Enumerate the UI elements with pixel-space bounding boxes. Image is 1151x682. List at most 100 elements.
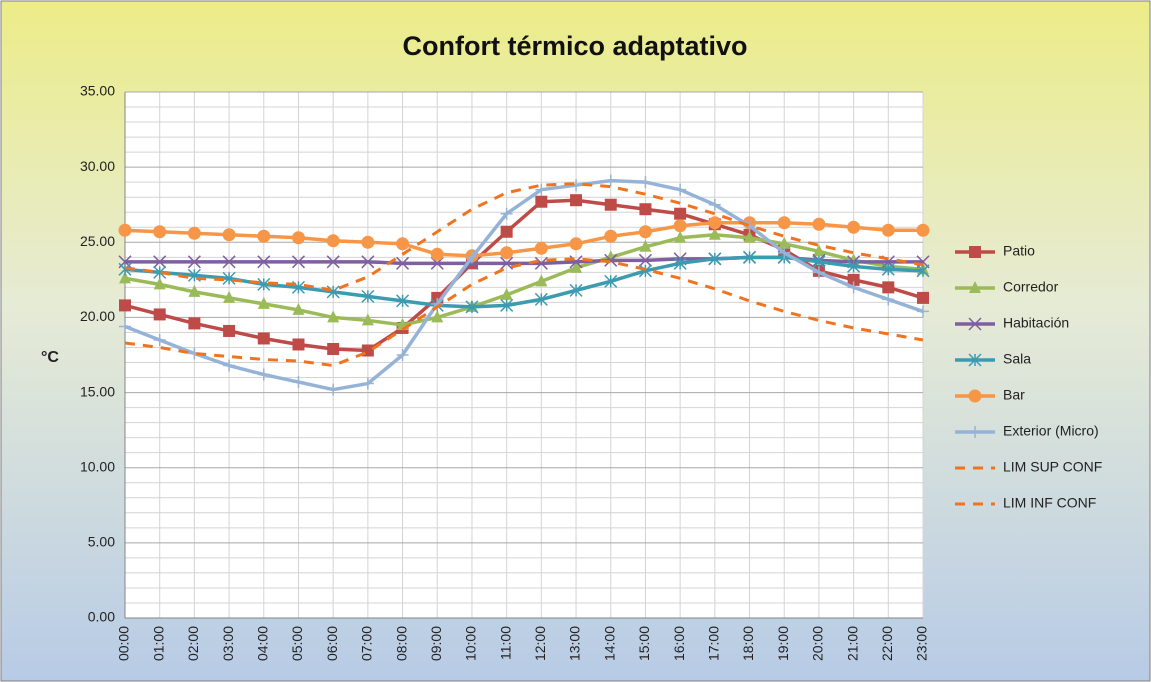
marker <box>465 300 479 314</box>
marker <box>812 255 826 269</box>
marker <box>153 265 167 279</box>
marker <box>257 296 270 309</box>
marker <box>188 317 201 330</box>
legend-label: Habitación <box>1003 315 1069 331</box>
marker <box>465 251 478 264</box>
y-tick-label: 30.00 <box>80 158 115 174</box>
marker <box>326 255 340 269</box>
legend-label: Exterior (Micro) <box>1003 423 1099 439</box>
marker <box>882 281 895 294</box>
marker <box>500 256 514 270</box>
marker <box>291 255 306 269</box>
marker <box>187 226 201 240</box>
x-tick-label: 22:00 <box>879 626 895 661</box>
marker <box>361 313 374 326</box>
marker <box>361 235 375 249</box>
marker <box>639 176 652 189</box>
marker <box>604 198 617 211</box>
marker <box>396 256 410 270</box>
marker <box>638 264 652 278</box>
marker <box>639 203 652 216</box>
marker <box>743 230 756 243</box>
marker <box>361 377 374 390</box>
marker <box>778 246 791 259</box>
series-line <box>124 182 924 292</box>
plot-area <box>125 92 923 618</box>
marker <box>534 292 548 306</box>
marker <box>327 383 340 396</box>
x-tick-label: 11:00 <box>497 626 513 660</box>
marker <box>396 237 410 251</box>
x-tick-label: 03:00 <box>220 626 236 661</box>
marker <box>500 207 513 220</box>
x-tick-label: 18:00 <box>740 626 756 661</box>
marker <box>777 216 791 230</box>
legend-label: LIM INF CONF <box>1003 495 1096 511</box>
marker <box>917 291 929 304</box>
marker <box>968 317 982 331</box>
marker <box>881 223 895 237</box>
x-tick-label: 17:00 <box>706 626 722 661</box>
marker <box>222 271 236 285</box>
marker <box>534 241 548 255</box>
marker <box>153 333 166 346</box>
marker <box>257 277 271 291</box>
marker <box>812 217 826 231</box>
y-tick-label: 15.00 <box>80 383 115 399</box>
marker <box>708 252 722 266</box>
marker <box>396 294 410 308</box>
marker <box>604 174 617 187</box>
marker <box>847 281 860 294</box>
marker <box>534 256 548 270</box>
marker <box>292 302 305 315</box>
marker <box>812 244 825 257</box>
marker <box>292 376 305 389</box>
marker <box>604 253 618 267</box>
marker <box>223 324 236 337</box>
marker <box>674 207 687 220</box>
marker <box>569 237 583 251</box>
marker <box>847 259 861 273</box>
marker <box>431 310 444 323</box>
x-tick-label: 14:00 <box>601 626 617 661</box>
marker <box>742 250 757 264</box>
x-tick-label: 19:00 <box>775 626 791 661</box>
series-line <box>124 257 924 368</box>
legend-label: Corredor <box>1003 279 1059 295</box>
x-tick-label: 12:00 <box>532 626 548 661</box>
x-tick-label: 02:00 <box>185 626 201 661</box>
marker <box>638 253 652 267</box>
marker <box>327 342 340 355</box>
y-tick-label: 25.00 <box>80 233 115 249</box>
marker <box>257 368 270 381</box>
marker <box>291 231 305 245</box>
marker <box>969 281 981 293</box>
marker <box>500 287 513 300</box>
x-tick-label: 09:00 <box>428 626 444 661</box>
marker <box>968 389 982 403</box>
marker <box>118 223 132 237</box>
marker <box>778 236 791 249</box>
marker <box>500 225 513 238</box>
marker <box>223 359 236 372</box>
y-axis-label: °C <box>41 349 59 366</box>
marker <box>673 219 687 233</box>
marker <box>500 298 514 312</box>
marker <box>222 255 236 269</box>
x-tick-label: 06:00 <box>324 626 340 661</box>
marker <box>153 225 167 239</box>
y-tick-label: 5.00 <box>88 534 115 550</box>
marker <box>604 229 618 243</box>
chart-title: Confort térmico adaptativo <box>402 31 747 61</box>
marker <box>153 277 166 290</box>
marker <box>292 338 305 351</box>
marker <box>968 353 982 367</box>
marker <box>257 255 271 269</box>
series-line <box>124 233 924 327</box>
x-tick-label: 20:00 <box>810 626 826 661</box>
x-tick-label: 08:00 <box>393 626 409 661</box>
marker <box>119 299 131 312</box>
x-tick-label: 15:00 <box>636 626 652 661</box>
marker <box>916 223 930 237</box>
